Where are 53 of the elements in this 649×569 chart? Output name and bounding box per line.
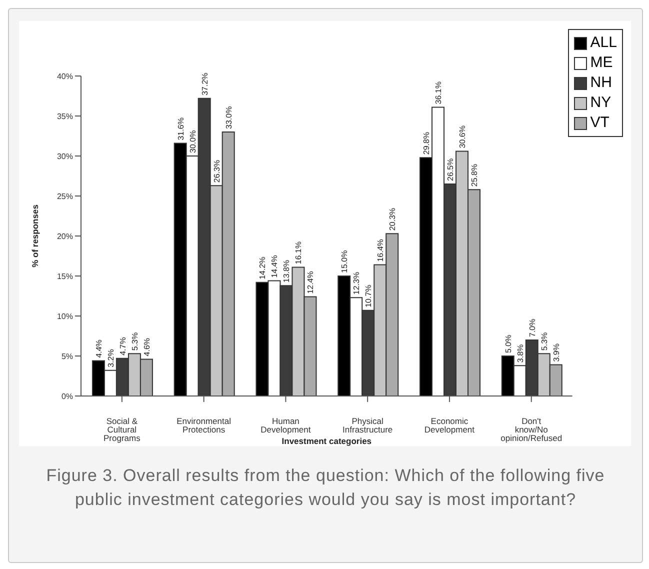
legend-label: ME xyxy=(590,53,613,73)
data-label: 37.2% xyxy=(200,72,210,96)
y-tick-label: 0% xyxy=(61,392,73,401)
data-label: 5.3% xyxy=(130,332,140,351)
legend-label: NY xyxy=(590,93,612,113)
data-label: 16.1% xyxy=(294,242,304,264)
data-label: 14.4% xyxy=(270,255,280,278)
y-tick-label: 30% xyxy=(56,152,73,161)
legend-label: VT xyxy=(590,113,610,133)
data-label: 3.8% xyxy=(516,344,525,363)
x-tick-label: Physical Infrastructure xyxy=(342,416,393,435)
y-tick-label: 25% xyxy=(56,192,73,201)
x-tick-label: Human Development xyxy=(260,416,312,435)
data-label: 5.3% xyxy=(540,332,549,351)
data-label: 26.5% xyxy=(446,158,455,181)
y-axis-title: % of responses xyxy=(30,204,40,268)
data-label: 33.0% xyxy=(224,106,234,129)
data-label: 13.8% xyxy=(282,260,292,283)
x-tick-label: Don't know/No opinion/Refused xyxy=(500,416,562,444)
y-tick-label: 35% xyxy=(56,112,73,121)
data-label: 5.0% xyxy=(504,334,513,353)
legend-label: NH xyxy=(590,73,612,93)
data-label: 36.1% xyxy=(434,82,443,104)
data-label: 20.3% xyxy=(388,208,398,231)
data-label: 15.0% xyxy=(340,250,350,273)
data-label: 7.0% xyxy=(528,318,537,337)
y-tick-label: 5% xyxy=(61,352,73,361)
data-label: 16.4% xyxy=(376,239,386,262)
caption: Figure 3. Overall results from the question: Which of the following five public investment categories would you say is most important? xyxy=(45,465,606,511)
y-tick-label: 40% xyxy=(56,72,73,81)
data-label: 3.2% xyxy=(106,349,116,368)
data-label: 30.6% xyxy=(458,126,467,148)
y-tick-label: 10% xyxy=(56,312,73,321)
data-label: 25.8% xyxy=(470,164,479,187)
legend-label: ALL xyxy=(590,33,617,53)
data-label: 4.6% xyxy=(142,338,152,356)
data-label: 4.4% xyxy=(94,340,104,358)
y-tick-label: 20% xyxy=(56,232,73,241)
data-label: 4.7% xyxy=(118,337,128,356)
data-label: 30.0% xyxy=(188,130,198,153)
data-label: 29.8% xyxy=(422,132,431,155)
data-label: 12.3% xyxy=(352,272,362,295)
data-label: 31.6% xyxy=(176,118,186,140)
data-label: 3.9% xyxy=(552,344,561,362)
data-label: 14.2% xyxy=(258,256,268,280)
x-tick-label: Environmental Protections xyxy=(176,416,232,435)
x-tick-label: Economic Development xyxy=(424,416,476,435)
x-tick-label: Social & Cultural Programs xyxy=(104,416,140,444)
y-tick-label: 15% xyxy=(56,272,73,281)
data-label: 10.7% xyxy=(364,284,374,308)
data-label: 26.3% xyxy=(212,160,222,183)
data-label: 12.4% xyxy=(306,271,316,294)
x-axis-title: Investment categories xyxy=(282,436,372,446)
